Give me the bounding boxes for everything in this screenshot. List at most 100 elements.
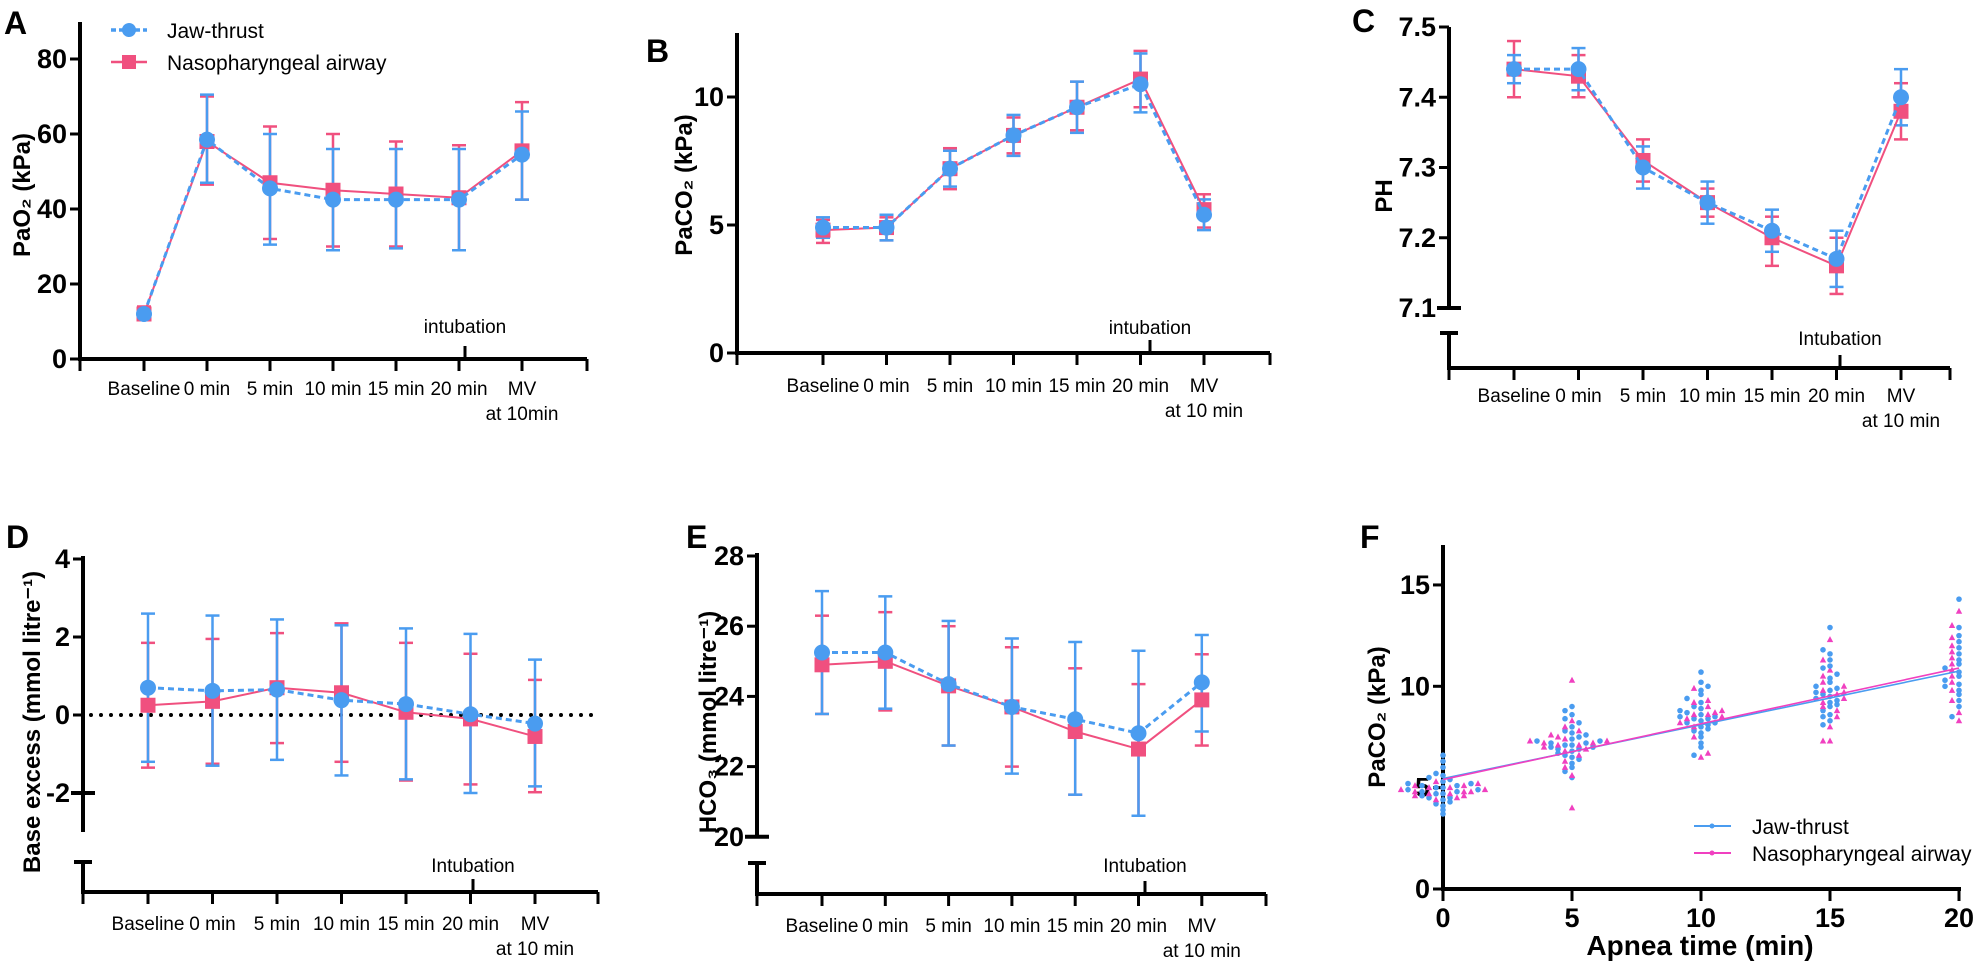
scatter-point <box>1948 678 1956 685</box>
scatter-point <box>1540 739 1548 746</box>
scatter-point <box>1677 707 1683 714</box>
panel-letter: E <box>686 519 707 555</box>
scatter-point <box>1955 709 1963 716</box>
scatter-point <box>1948 634 1956 641</box>
scatter-point <box>1827 679 1833 686</box>
scatter-point <box>1677 713 1683 720</box>
scatter-point <box>1454 782 1460 789</box>
data-point <box>1635 159 1651 176</box>
data-point <box>1194 692 1210 708</box>
category-label: MV <box>508 379 537 400</box>
scatter-point <box>1554 733 1562 740</box>
y-tick-label: 40 <box>37 194 67 224</box>
scatter-point <box>1569 703 1575 710</box>
y-axis-label: PH <box>1371 179 1398 212</box>
y-tick-label: 0 <box>52 344 67 374</box>
scatter-point <box>1684 695 1690 702</box>
scatter-point <box>1569 724 1575 730</box>
scatter-point <box>1826 737 1834 744</box>
scatter-point <box>1534 738 1540 744</box>
scatter-point <box>1425 784 1433 791</box>
scatter-point <box>1569 760 1575 767</box>
scatter-point <box>1405 780 1411 787</box>
scatter-point <box>1576 719 1582 726</box>
scatter-point <box>1826 636 1834 643</box>
intubation-annotation: Intubation <box>1103 856 1186 877</box>
y-tick-label: 20 <box>37 269 67 299</box>
scatter-point <box>1569 730 1575 736</box>
category-label: Baseline <box>787 376 860 397</box>
scatter-point <box>1561 757 1569 764</box>
category-label: 10 min <box>983 916 1040 937</box>
scatter-point <box>1440 764 1446 771</box>
scatter-point <box>1691 715 1697 722</box>
data-point <box>325 191 341 208</box>
scatter-point <box>1690 711 1698 718</box>
scatter-point <box>1698 734 1704 740</box>
scatter-point <box>1956 691 1962 698</box>
data-point <box>136 306 152 322</box>
scatter-point <box>1827 703 1833 710</box>
y-tick-label: 60 <box>37 119 67 149</box>
scatter-point <box>1948 696 1956 703</box>
scatter-point <box>1569 742 1575 748</box>
scatter-point <box>1561 723 1569 730</box>
scatter-point <box>1440 784 1446 791</box>
scatter-point <box>1440 803 1446 809</box>
category-label: 5 min <box>927 376 973 397</box>
category-label: 15 min <box>1047 916 1104 937</box>
panel-c: C 7.1 7.2 7.3 7.4 7.5 Baseline 0 min 5 min 10 min… <box>1352 3 1952 432</box>
scatter-point <box>1569 711 1575 718</box>
scatter-point <box>1819 737 1827 744</box>
category-label: 0 min <box>189 914 235 935</box>
scatter-point <box>1411 792 1419 799</box>
category-label: Baseline <box>1478 386 1551 407</box>
scatter-point <box>1684 709 1690 716</box>
scatter-point <box>1820 691 1826 698</box>
scatter-point <box>1956 638 1962 645</box>
category-label: Baseline <box>112 914 185 935</box>
scatter-point <box>1956 673 1962 679</box>
scatter-point <box>1819 672 1827 679</box>
scatter-point <box>1690 684 1698 691</box>
scatter-point <box>1561 735 1569 742</box>
data-point <box>262 180 278 197</box>
scatter-point <box>1704 703 1712 710</box>
scatter-point <box>1589 739 1597 746</box>
y-tick-label: 7.2 <box>1398 223 1436 253</box>
y-tick-label: 7.1 <box>1398 293 1436 323</box>
y-tick-label: 10 <box>1400 671 1430 701</box>
scatter-point <box>1440 811 1446 817</box>
scatter-point <box>1561 763 1569 770</box>
category-label: 5 min <box>254 914 300 935</box>
category-label: 0 min <box>184 379 230 400</box>
data-point <box>333 692 350 709</box>
scatter-point <box>1956 644 1962 651</box>
data-point <box>140 697 156 713</box>
scatter-point <box>1562 728 1568 734</box>
scatter-point <box>1440 758 1446 765</box>
category-label: MV <box>1190 376 1219 397</box>
scatter-point <box>1467 788 1475 795</box>
scatter-point <box>1568 771 1576 778</box>
scatter-point <box>1425 790 1433 797</box>
scatter-point <box>1827 717 1833 724</box>
scatter-point <box>1698 691 1704 698</box>
scatter-point <box>1583 732 1589 738</box>
legend-circle-icon <box>122 23 136 37</box>
y-tick-label: 7.5 <box>1398 12 1436 42</box>
category-label: 20 min <box>1808 386 1865 407</box>
scatter-point <box>1698 705 1704 712</box>
panel-b: B 0 5 10 Baseline 0 min 5 min 10 min 15 min 20 mi… <box>646 33 1272 422</box>
series-line <box>1513 68 1902 268</box>
scatter-point <box>1562 742 1568 748</box>
category-label-sub: at 10 min <box>1163 941 1241 962</box>
scatter-point <box>1568 676 1576 683</box>
panel-e: E 20 22 24 26 28 Baseline 0 min 5 min 10 min 15 mi… <box>686 519 1268 962</box>
data-point <box>1005 127 1022 144</box>
scatter-point <box>1840 682 1848 689</box>
scatter-point <box>1690 733 1698 740</box>
scatter-point <box>1475 786 1481 793</box>
scatter-point <box>1827 711 1833 718</box>
